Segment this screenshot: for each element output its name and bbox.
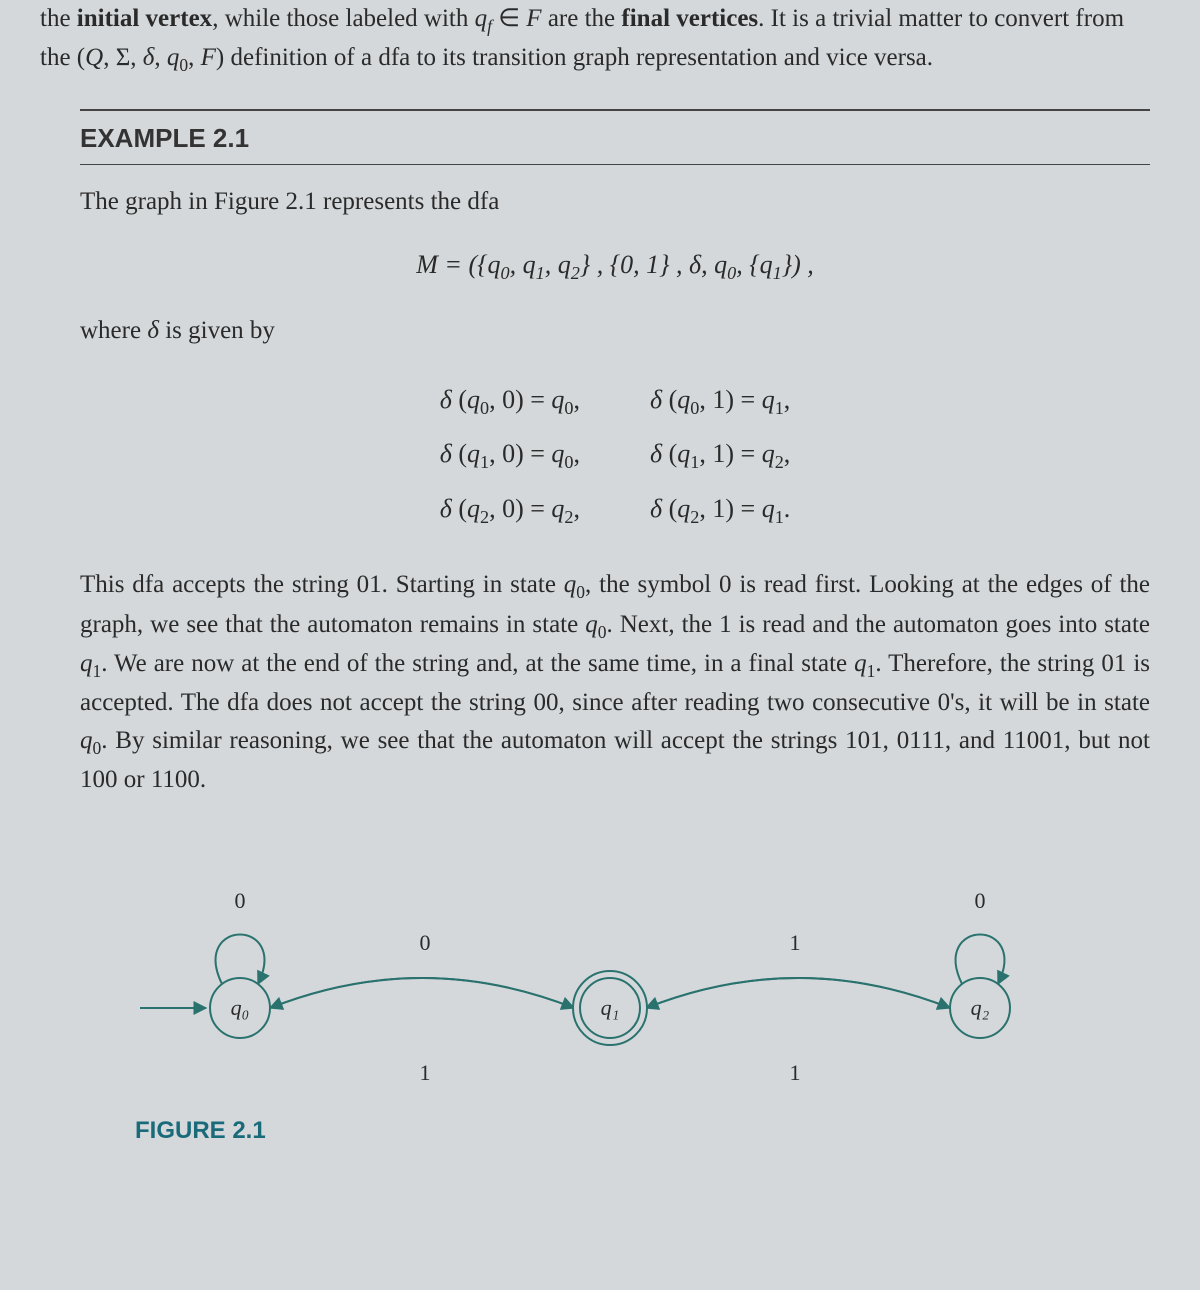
svg-text:1: 1 <box>420 1060 431 1085</box>
m-definition: M = ({q0, q1, q2} , {0, 1} , δ, q0, {q1}… <box>80 245 1150 287</box>
intro-text: the initial vertex, while those labeled … <box>40 0 1160 79</box>
delta-row: δ (q2, 0) = q2, <box>440 489 580 531</box>
delta-row: δ (q0, 1) = q1, <box>650 380 790 422</box>
figure-label: FIGURE 2.1 <box>135 1113 1150 1149</box>
svg-text:0: 0 <box>420 930 431 955</box>
delta-row: δ (q2, 1) = q1. <box>650 489 790 531</box>
example-paragraph: This dfa accepts the string 01. Starting… <box>80 566 1150 798</box>
delta-row: δ (q0, 0) = q0, <box>440 380 580 422</box>
figure: 0 0 0 1 1 1 q₀ q₁ q₂ FIGURE 2.1 <box>80 838 1150 1149</box>
example-box: EXAMPLE 2.1 The graph in Figure 2.1 repr… <box>80 109 1150 1150</box>
svg-text:q₀: q₀ <box>231 995 250 1020</box>
svg-text:q₁: q₁ <box>601 995 620 1020</box>
example-label: EXAMPLE 2.1 <box>80 119 1150 158</box>
svg-text:0: 0 <box>975 888 986 913</box>
svg-text:0: 0 <box>235 888 246 913</box>
delta-row: δ (q1, 1) = q2, <box>650 434 790 476</box>
svg-text:q₂: q₂ <box>971 995 990 1020</box>
example-sentence-1: The graph in Figure 2.1 represents the d… <box>80 183 1150 221</box>
svg-text:1: 1 <box>790 930 801 955</box>
example-sentence-2: where δ is given by <box>80 312 1150 350</box>
delta-row: δ (q1, 0) = q0, <box>440 434 580 476</box>
delta-table: δ (q0, 0) = q0, δ (q1, 0) = q0, δ (q2, 0… <box>80 380 1150 531</box>
svg-text:1: 1 <box>790 1060 801 1085</box>
dfa-diagram: 0 0 0 1 1 1 q₀ q₁ q₂ <box>80 838 1100 1098</box>
